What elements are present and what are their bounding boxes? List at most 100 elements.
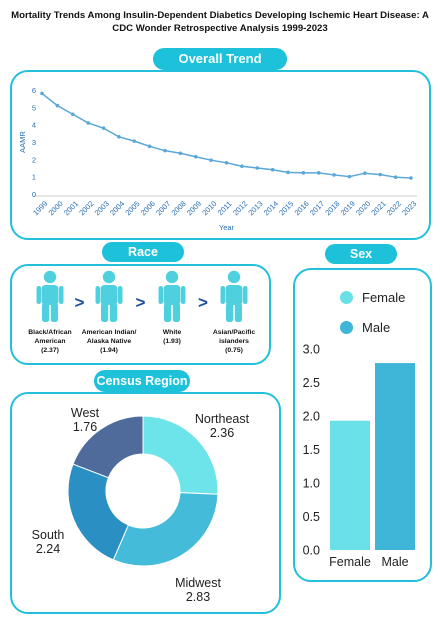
slice-northeast xyxy=(142,415,219,495)
data-point xyxy=(209,158,213,162)
page-title: Mortality Trends Among Insulin-Dependent… xyxy=(6,9,434,35)
person-head xyxy=(102,270,116,284)
person-leg-right xyxy=(172,303,180,322)
x-tick-label: 2009 xyxy=(185,199,203,217)
x-tick-label: 2023 xyxy=(400,199,418,217)
slice-west xyxy=(72,415,144,479)
legend-label-female: Female xyxy=(362,290,406,305)
x-tick-label: 2000 xyxy=(47,199,65,217)
race-label: White (1.93) xyxy=(135,328,209,346)
overall-trend-chart: 0123456AAMR19992000200120022003200420052… xyxy=(18,86,418,232)
race-name-line: Black/African xyxy=(28,329,72,336)
y-tick-label: 2.5 xyxy=(303,376,320,390)
data-point xyxy=(193,154,198,159)
race-name-line: Alaska Native xyxy=(86,338,132,345)
person-arm-right xyxy=(59,286,64,304)
chevron-right-icon: > xyxy=(75,293,85,312)
region-value-northeast: 2.36 xyxy=(209,426,235,440)
race-label: Black/African American (2.37) xyxy=(13,328,87,355)
y-tick-label: 1.0 xyxy=(303,477,320,491)
person-leg-left xyxy=(164,303,172,322)
race-name-line: White xyxy=(162,329,182,336)
data-point xyxy=(286,170,290,175)
slice-midwest xyxy=(112,492,219,567)
person-leg-right xyxy=(50,303,58,322)
race-label: Asian/Pacific islanders (0.75) xyxy=(197,328,271,355)
person-torso xyxy=(163,285,181,305)
legend-swatch-female xyxy=(340,291,353,304)
person-leg-right xyxy=(109,303,117,322)
data-point xyxy=(270,167,275,172)
person-arm-right xyxy=(243,286,248,304)
data-point xyxy=(332,173,336,177)
x-tick-label: Female xyxy=(329,555,371,569)
x-tick-label: 1999 xyxy=(31,199,49,217)
title-line-2: CDC Wonder Retrospective Analysis 1999-2… xyxy=(112,23,328,34)
race-value: (2.37) xyxy=(41,347,59,354)
region-name-midwest: Midwest xyxy=(175,576,221,590)
census-region-heading: Census Region xyxy=(94,370,190,392)
region-value-south: 2.24 xyxy=(35,542,61,556)
data-point xyxy=(86,121,90,125)
y-axis-title: AAMR xyxy=(18,131,27,153)
race-panel: > > > Black/African American (2.37) American … xyxy=(10,264,271,365)
x-tick-label: 2004 xyxy=(108,199,126,217)
data-point xyxy=(163,148,167,153)
x-tick-label: 2016 xyxy=(293,199,311,217)
data-point xyxy=(363,171,367,175)
data-point xyxy=(70,112,75,117)
y-tick-label: 0.5 xyxy=(303,510,320,524)
overall-trend-panel: 0 1 2 3 4 5 6 AAMR 1999 2000 2001 2002 2003 2004 2005 2… xyxy=(10,70,431,240)
data-point xyxy=(240,164,244,169)
x-tick-label: 2011 xyxy=(216,199,234,217)
person-head xyxy=(43,270,57,284)
race-heading: Race xyxy=(102,242,184,262)
person-leg-right xyxy=(234,303,242,322)
region-name-northeast: Northeast xyxy=(194,412,250,426)
data-point xyxy=(55,103,60,108)
person-torso xyxy=(100,285,118,305)
overall-trend-heading: Overall Trend xyxy=(153,48,287,70)
race-label: American Indian/Alaska Native (1.94) xyxy=(72,328,146,355)
data-point xyxy=(378,172,383,177)
region-name-south: South xyxy=(31,528,65,542)
race-name-line: Asian/Pacific xyxy=(212,329,256,336)
region-value-midwest: 2.83 xyxy=(185,590,211,604)
x-tick-label: 2014 xyxy=(262,199,280,217)
race-name-line: American xyxy=(34,338,66,345)
data-point xyxy=(393,175,398,179)
x-tick-label: 2007 xyxy=(154,199,172,217)
y-tick-label: 3 xyxy=(32,138,36,147)
bar-female xyxy=(330,420,370,550)
race-name-line: American Indian/ xyxy=(81,329,137,336)
y-tick-label: 0 xyxy=(32,190,36,199)
y-tick-label: 6 xyxy=(32,86,36,95)
legend-label-male: Male xyxy=(362,320,391,335)
person-head xyxy=(227,270,241,284)
series-line xyxy=(41,92,412,179)
y-tick-label: 0.0 xyxy=(303,544,320,558)
x-tick-label: 2022 xyxy=(385,199,403,217)
person-icon xyxy=(95,270,123,322)
person-icon xyxy=(158,270,186,322)
region-label-midwest: Midwest 2.83 xyxy=(160,576,236,604)
census-region-donut xyxy=(67,415,219,567)
data-point xyxy=(224,161,229,165)
person-leg-left xyxy=(42,303,50,322)
person-arm-left xyxy=(36,286,41,304)
y-tick-label: 5 xyxy=(32,103,36,112)
x-tick-label: 2018 xyxy=(323,199,341,217)
x-tick-label: 2012 xyxy=(231,199,249,217)
x-tick-label: 2015 xyxy=(277,199,295,217)
data-point xyxy=(117,135,121,139)
person-leg-left xyxy=(101,303,109,322)
region-value-west: 1.76 xyxy=(72,420,98,434)
y-tick-label: 1 xyxy=(32,173,36,182)
region-name-west: West xyxy=(70,406,100,420)
x-tick-label: 2002 xyxy=(77,199,95,217)
legend-item-male: Male xyxy=(340,320,390,335)
y-tick-label: 3.0 xyxy=(303,343,320,357)
race-name-line: islanders xyxy=(219,338,249,345)
person-arm-left xyxy=(158,286,163,304)
x-tick-label: 2001 xyxy=(62,199,80,217)
